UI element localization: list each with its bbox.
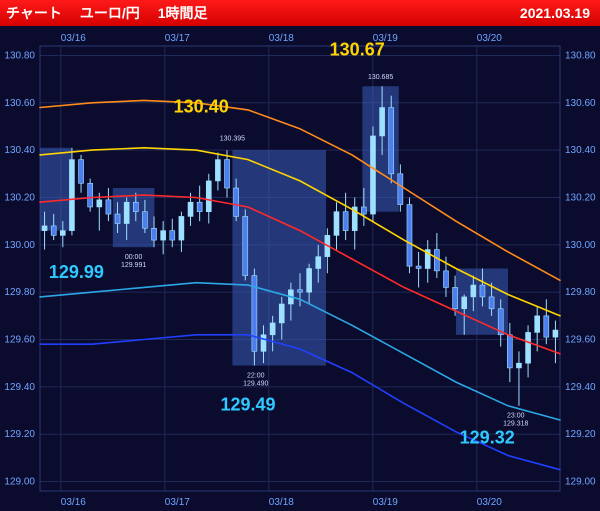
title-pair-label: ユーロ/円 [80,3,140,23]
svg-text:129.00: 129.00 [565,477,596,488]
title-date-label: 2021.03.19 [520,5,590,21]
svg-text:130.60: 130.60 [565,98,596,109]
title-bar: チャート ユーロ/円 1時間足 2021.03.19 [0,0,600,26]
svg-text:130.60: 130.60 [4,98,35,109]
chart-svg: 129.00 129.00 129.20 129.20 129.40 129.40 129.… [0,26,600,511]
title-timeframe-label: 1時間足 [158,3,208,23]
chart-area[interactable]: 129.00 129.00 129.20 129.20 129.40 129.40 129.… [0,26,600,511]
svg-text:129.99: 129.99 [49,262,104,282]
svg-text:130.00: 130.00 [4,240,35,251]
svg-text:130.685: 130.685 [368,74,393,81]
svg-text:03/20: 03/20 [477,33,502,44]
svg-text:22:00: 22:00 [247,372,265,379]
svg-text:130.40: 130.40 [4,145,35,156]
svg-text:03/19: 03/19 [373,497,398,508]
svg-text:129.490: 129.490 [243,380,268,387]
svg-text:00:00: 00:00 [125,254,143,261]
svg-text:130.395: 130.395 [220,136,245,143]
svg-text:129.991: 129.991 [121,262,146,269]
chart-frame: チャート ユーロ/円 1時間足 2021.03.19 129.00129.001… [0,0,600,511]
svg-text:03/18: 03/18 [269,497,294,508]
svg-text:129.60: 129.60 [4,335,35,346]
svg-text:130.40: 130.40 [565,145,596,156]
svg-text:03/17: 03/17 [165,33,190,44]
svg-text:129.40: 129.40 [565,382,596,393]
title-chart-label: チャート [6,3,62,23]
svg-text:129.32: 129.32 [460,428,515,448]
svg-text:03/18: 03/18 [269,33,294,44]
svg-text:129.80: 129.80 [565,287,596,298]
svg-text:129.49: 129.49 [220,395,275,415]
svg-text:23:00: 23:00 [507,413,525,420]
svg-text:129.20: 129.20 [4,429,35,440]
svg-text:129.318: 129.318 [503,421,528,428]
svg-text:129.00: 129.00 [4,477,35,488]
svg-text:130.40: 130.40 [174,96,229,116]
svg-text:129.60: 129.60 [565,335,596,346]
svg-text:130.20: 130.20 [565,192,596,203]
svg-text:03/17: 03/17 [165,497,190,508]
svg-text:129.80: 129.80 [4,287,35,298]
svg-text:03/16: 03/16 [61,497,86,508]
svg-text:130.67: 130.67 [330,39,385,59]
svg-text:130.80: 130.80 [565,50,596,61]
svg-text:03/16: 03/16 [61,33,86,44]
svg-text:129.40: 129.40 [4,382,35,393]
svg-text:130.20: 130.20 [4,192,35,203]
svg-text:03/20: 03/20 [477,497,502,508]
svg-text:130.00: 130.00 [565,240,596,251]
svg-text:130.80: 130.80 [4,50,35,61]
svg-text:129.20: 129.20 [565,429,596,440]
